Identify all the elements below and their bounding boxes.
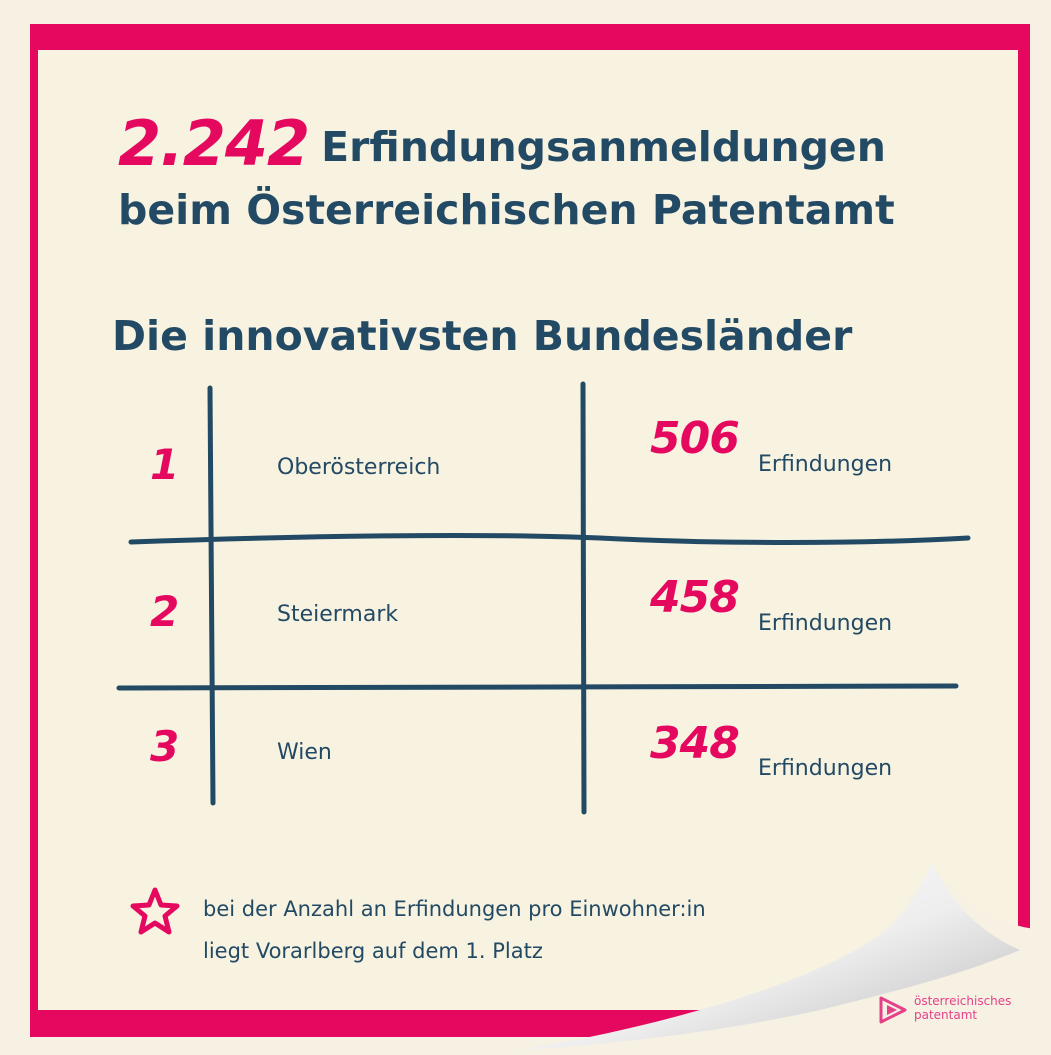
state-steiermark: Steiermark bbox=[277, 602, 398, 627]
footnote-line2: liegt Vorarlberg auf dem 1. Platz bbox=[203, 939, 543, 963]
grid-vertical-line-1 bbox=[210, 388, 213, 803]
logo-line2: patentamt bbox=[914, 1008, 977, 1022]
state-oberoesterreich: Oberösterreich bbox=[277, 455, 440, 480]
unit-label: Erfindungen bbox=[758, 452, 892, 477]
logo-text: österreichisches patentamt bbox=[914, 994, 1011, 1022]
count-348: 348 bbox=[650, 718, 739, 769]
rank-3: 3 bbox=[150, 722, 179, 771]
count-506: 506 bbox=[650, 413, 739, 464]
grid-horizontal-line-1 bbox=[131, 535, 968, 542]
count-458: 458 bbox=[650, 572, 739, 623]
rank-1: 1 bbox=[150, 440, 179, 489]
play-triangle-icon bbox=[878, 995, 908, 1025]
state-wien: Wien bbox=[277, 740, 332, 765]
patentamt-logo: österreichisches patentamt bbox=[878, 993, 1038, 1033]
logo-line1: österreichisches bbox=[914, 994, 1011, 1008]
grid-horizontal-line-2 bbox=[119, 686, 956, 688]
unit-label: Erfindungen bbox=[758, 611, 892, 636]
unit-label: Erfindungen bbox=[758, 756, 892, 781]
footnote: bei der Anzahl an Erfindungen pro Einwoh… bbox=[203, 888, 823, 972]
star-icon bbox=[127, 884, 183, 940]
rank-2: 2 bbox=[150, 587, 179, 636]
grid-vertical-line-2 bbox=[583, 384, 584, 812]
footnote-line1: bei der Anzahl an Erfindungen pro Einwoh… bbox=[203, 897, 706, 921]
